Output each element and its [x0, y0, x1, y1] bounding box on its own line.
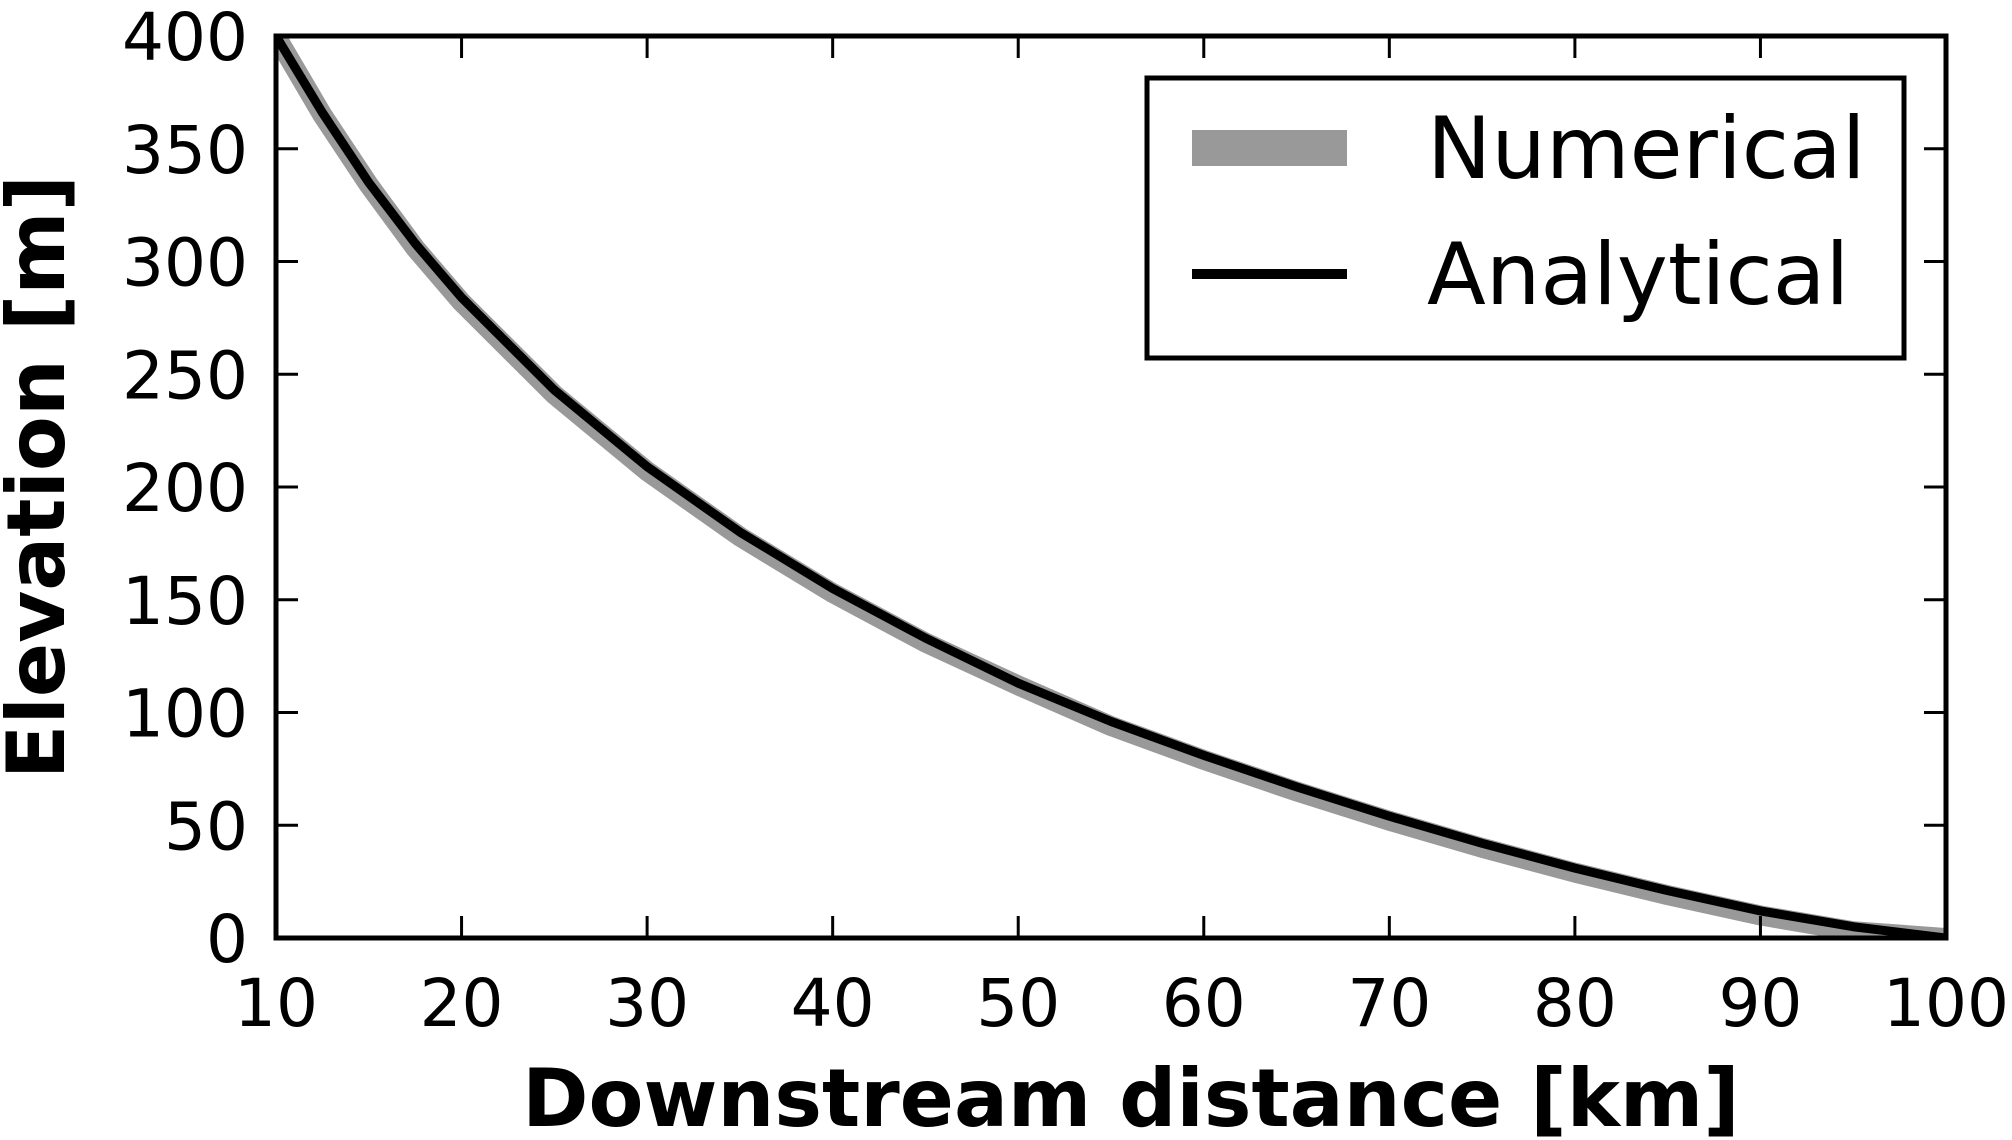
y-tick-label: 100 [122, 676, 248, 753]
x-tick-label: 20 [420, 965, 504, 1042]
legend-frame [1144, 75, 1907, 361]
x-tick-label: 80 [1533, 965, 1617, 1042]
x-tick-label: 40 [791, 965, 875, 1042]
y-tick-label: 250 [122, 337, 248, 414]
legend-label-analytical: Analytical [1427, 225, 1849, 325]
x-tick-label: 70 [1347, 965, 1431, 1042]
x-tick-label: 10 [234, 965, 318, 1042]
y-tick-label: 0 [206, 901, 248, 978]
x-tick-label: 100 [1883, 965, 2009, 1042]
x-tick-label: 90 [1718, 965, 1802, 1042]
x-tick-label: 50 [976, 965, 1060, 1042]
x-tick-label: 30 [605, 965, 689, 1042]
y-tick-label: 50 [164, 788, 248, 865]
y-tick-label: 200 [122, 450, 248, 527]
legend-label-numerical: Numerical [1427, 99, 1866, 199]
series-layer [276, 36, 1946, 938]
series-line-analytical [276, 36, 1946, 938]
y-tick-label: 400 [122, 0, 248, 76]
x-tick-label: 60 [1162, 965, 1246, 1042]
y-tick-label: 300 [122, 225, 248, 302]
y-tick-label: 350 [122, 112, 248, 189]
y-tick-label: 150 [122, 563, 248, 640]
y-axis-title: Elevation [m] [0, 175, 83, 779]
legend: Numerical Analytical [1144, 75, 1907, 361]
x-axis-title: Downstream distance [km] [522, 1052, 1740, 1140]
